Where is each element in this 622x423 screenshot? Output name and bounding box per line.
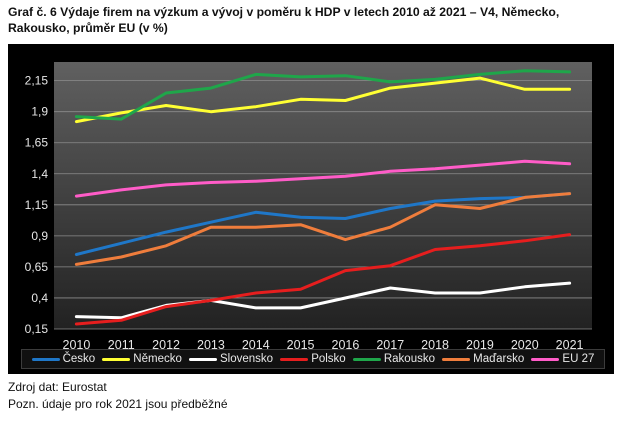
x-tick-label: 2019 bbox=[466, 338, 494, 352]
chart-title: Graf č. 6 Výdaje firem na výzkum a vývoj… bbox=[8, 5, 560, 35]
x-tick-label: 2010 bbox=[63, 338, 91, 352]
series-lines bbox=[74, 69, 572, 326]
chart-area: 0,15 0,4 0,65 0,9 1,15 1,4 1,65 1,9 2,15 2010 201… bbox=[8, 44, 614, 374]
legend-label: Polsko bbox=[311, 353, 346, 365]
y-tick-label: 2,15 bbox=[25, 74, 49, 88]
legend-item-polsko: Polsko bbox=[280, 353, 346, 365]
legend-label: Maďarsko bbox=[473, 353, 525, 365]
series-line-eu-27 bbox=[74, 159, 572, 198]
legend-item-rakousko: Rakousko bbox=[352, 353, 435, 365]
legend: Česko Německo Slovensko Polsko Rakousko Maďar… bbox=[21, 349, 605, 369]
legend-swatch bbox=[442, 357, 471, 361]
legend-swatch bbox=[31, 357, 60, 361]
series-line-ma-arsko bbox=[74, 192, 572, 266]
series-line-n-mecko bbox=[74, 76, 572, 124]
y-axis-tick-labels: 0,15 0,4 0,65 0,9 1,15 1,4 1,65 1,9 2,15 bbox=[25, 74, 49, 336]
legend-label: EU 27 bbox=[562, 353, 595, 365]
x-axis-tick-labels: 2010 2011 2012 2013 2014 2015 2016 2017 2018 2019… bbox=[63, 338, 584, 352]
gridlines bbox=[54, 80, 592, 330]
legend-label: Německo bbox=[133, 353, 182, 365]
source-block: Zdroj dat: Eurostat Pozn. údaje pro rok … bbox=[8, 379, 228, 413]
legend-item-eu-27: EU 27 bbox=[531, 353, 594, 365]
legend-label: Slovensko bbox=[220, 353, 274, 365]
legend-item-slovensko: Slovensko bbox=[189, 353, 273, 365]
legend-swatch bbox=[189, 357, 217, 361]
x-tick-label: 2011 bbox=[108, 338, 135, 352]
x-tick-label: 2020 bbox=[511, 338, 539, 352]
legend-label: Rakousko bbox=[383, 353, 435, 365]
y-tick-label: 1,15 bbox=[25, 198, 49, 212]
series-line-esko bbox=[74, 192, 572, 256]
legend-item-esko: Česko bbox=[31, 353, 96, 365]
legend-item-n-mecko: Německo bbox=[102, 353, 182, 365]
x-tick-label: 2021 bbox=[556, 338, 584, 352]
y-tick-label: 0,65 bbox=[25, 260, 49, 274]
legend-swatch bbox=[352, 357, 381, 361]
note-text: Pozn. údaje pro rok 2021 jsou předběžné bbox=[8, 397, 228, 411]
x-tick-label: 2018 bbox=[421, 338, 449, 352]
y-tick-label: 1,65 bbox=[25, 136, 49, 150]
y-tick-label: 0,9 bbox=[31, 229, 48, 243]
series-line-rakousko bbox=[74, 69, 572, 121]
y-tick-label: 1,4 bbox=[31, 167, 48, 181]
series-line-polsko bbox=[74, 233, 572, 326]
y-tick-label: 1,9 bbox=[31, 105, 48, 119]
legend-item-ma-arsko: Maďarsko bbox=[442, 353, 524, 365]
legend-swatch bbox=[280, 357, 309, 361]
x-tick-label: 2013 bbox=[197, 338, 225, 352]
y-tick-label: 0,15 bbox=[25, 322, 49, 336]
x-tick-label: 2012 bbox=[152, 338, 180, 352]
y-tick-label: 0,4 bbox=[31, 291, 48, 305]
legend-swatch bbox=[531, 357, 560, 361]
x-tick-label: 2017 bbox=[376, 338, 404, 352]
x-tick-label: 2015 bbox=[287, 338, 315, 352]
line-chart: 0,150,40,650,91,151,41,651,92,15 2010 201… bbox=[8, 44, 614, 374]
legend-label: Česko bbox=[62, 353, 96, 365]
source-text: Zdroj dat: Eurostat bbox=[8, 380, 107, 394]
x-tick-label: 2014 bbox=[242, 338, 270, 352]
x-tick-label: 2016 bbox=[332, 338, 360, 352]
legend-swatch bbox=[102, 357, 131, 361]
